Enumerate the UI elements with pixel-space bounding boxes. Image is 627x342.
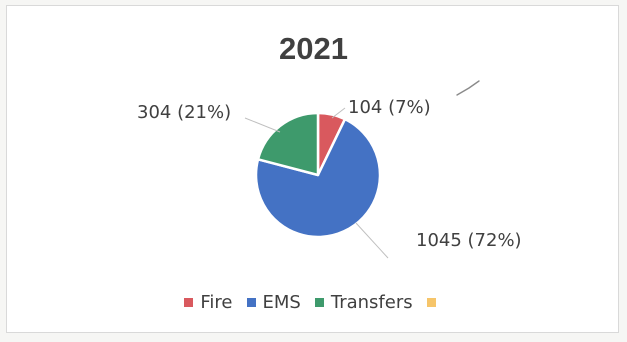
leader-line-fire xyxy=(331,107,346,119)
data-label-transfers: 304 (21%) xyxy=(137,102,231,123)
legend: Fire EMS Transfers xyxy=(0,292,627,313)
legend-item-fire: Fire xyxy=(184,292,233,313)
legend-item-ems: EMS xyxy=(246,292,301,313)
legend-item-transfers: Transfers xyxy=(314,292,413,313)
legend-label-fire: Fire xyxy=(200,292,233,313)
legend-swatch-ems xyxy=(246,298,256,307)
legend-swatch-empty xyxy=(426,298,436,307)
legend-label-ems: EMS xyxy=(262,292,301,313)
pie-slice-transfers xyxy=(256,111,320,177)
pie-slice-ems xyxy=(254,117,382,239)
leader-line-ems xyxy=(355,222,389,259)
data-label-ems: 1045 (72%) xyxy=(416,230,522,251)
chart-title: 2021 xyxy=(279,31,348,66)
legend-swatch-transfers xyxy=(314,298,324,307)
leader-line-transfers xyxy=(244,117,281,133)
legend-label-transfers: Transfers xyxy=(330,292,413,313)
data-label-fire: 104 (7%) xyxy=(348,97,431,118)
legend-item-empty xyxy=(426,298,443,307)
pen-mark xyxy=(456,80,480,96)
legend-swatch-fire xyxy=(184,298,194,307)
